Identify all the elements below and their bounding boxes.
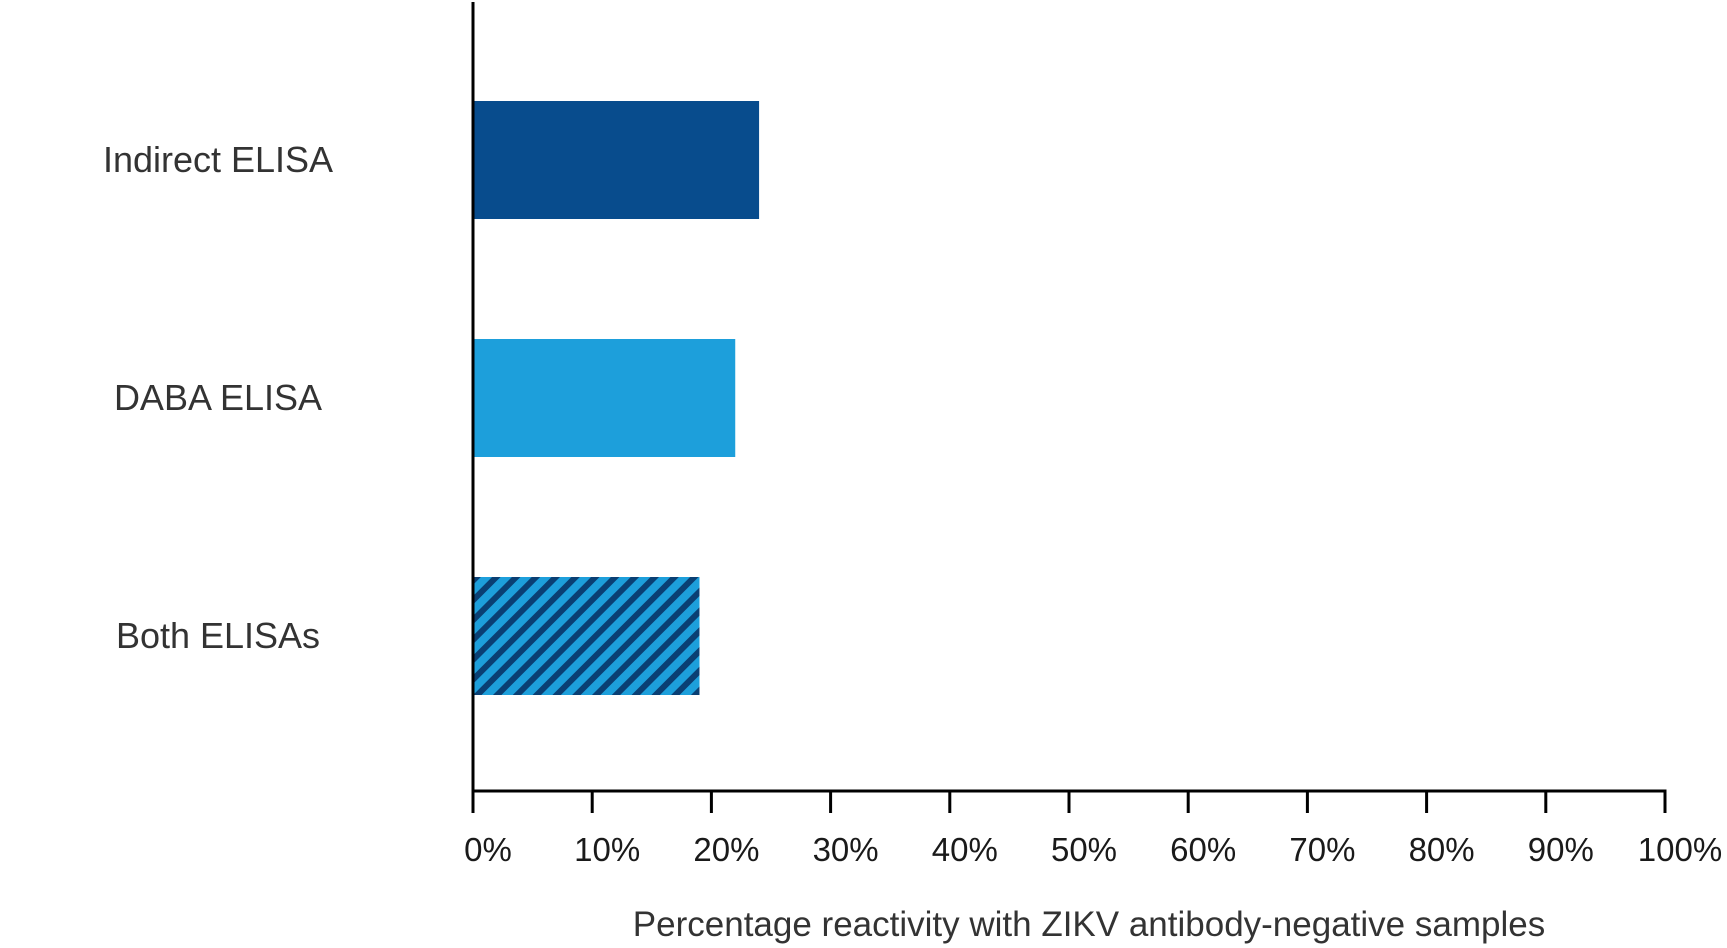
x-axis-title: Percentage reactivity with ZIKV antibody… (633, 905, 1545, 944)
x-tick-label-70: 70% (1289, 831, 1355, 868)
x-tick-labels: 0% 10% 20% 30% 40% 50% 60% 70% 80% 90% 100% (464, 831, 1722, 868)
bar-indirect-elisa (473, 101, 760, 219)
x-tick-label-30: 30% (813, 831, 879, 868)
category-label-both-elisas: Both ELISAs (116, 615, 320, 656)
bars-group (473, 101, 760, 695)
x-tick-label-10: 10% (574, 831, 640, 868)
bar-both-elisas (473, 577, 700, 695)
category-label-indirect-elisa: Indirect ELISA (103, 139, 333, 180)
category-labels: Indirect ELISA DABA ELISA Both ELISAs (103, 139, 333, 656)
x-tick-label-80: 80% (1409, 831, 1475, 868)
x-tick-label-40: 40% (932, 831, 998, 868)
bar-daba-elisa (473, 339, 736, 457)
x-tick-label-50: 50% (1051, 831, 1117, 868)
x-tick-label-20: 20% (693, 831, 759, 868)
category-label-daba-elisa: DABA ELISA (114, 377, 322, 418)
x-ticks (471, 791, 1667, 813)
x-tick-label-0: 0% (464, 831, 512, 868)
x-tick-label-60: 60% (1170, 831, 1236, 868)
x-tick-label-100: 100% (1638, 831, 1722, 868)
x-tick-label-90: 90% (1528, 831, 1594, 868)
